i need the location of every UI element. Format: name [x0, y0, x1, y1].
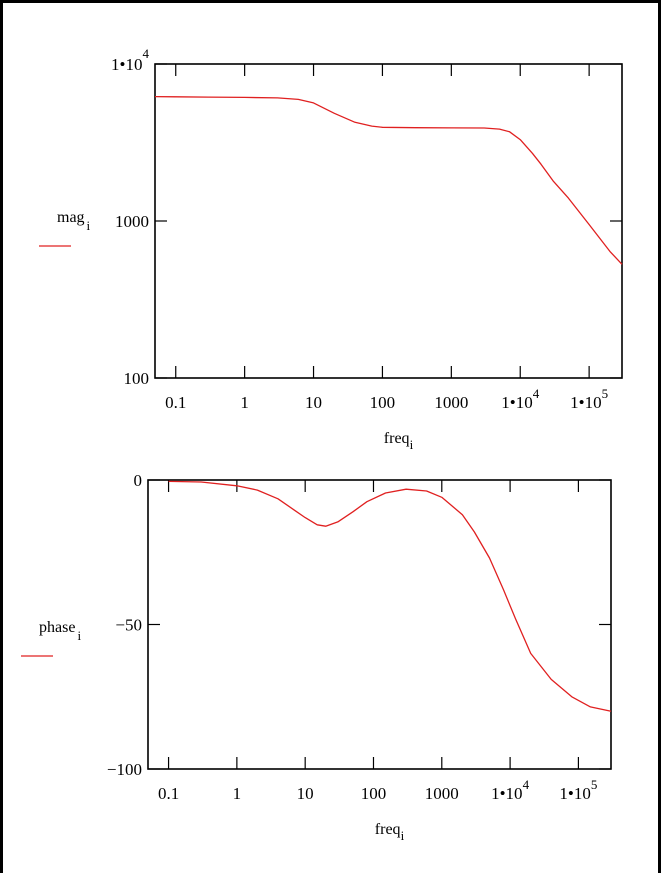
y-tick-label: 100: [124, 369, 150, 388]
x-tick-label: 10: [305, 393, 322, 412]
y-axis-label: phase i: [39, 619, 81, 643]
x-tick-label: 100: [370, 393, 396, 412]
chart-1: 0.1 1 10 100 1000 1•104 1•105 0 −50 −100 freqi phas…: [21, 471, 612, 843]
x-tick-label: 0.1: [165, 393, 186, 412]
x-tick-label: 100: [361, 784, 387, 803]
plot-frame: [154, 63, 623, 379]
y-tick-label: −100: [107, 760, 142, 779]
x-tick-label: 1•104: [491, 777, 529, 803]
x-tick-label: 1000: [425, 784, 459, 803]
chart-0: 0.1 1 10 100 1000 1•104 1•105 1•104 1000 100 freqi…: [39, 46, 623, 452]
y-tick-label: 1000: [115, 212, 149, 231]
plot-frame: [147, 479, 612, 770]
x-tick-label: 1: [233, 784, 242, 803]
x-tick-label: 10: [297, 784, 314, 803]
x-axis-label: freqi: [384, 430, 414, 452]
x-tick-label: 1•104: [501, 386, 539, 412]
x-tick-label: 1•105: [559, 777, 597, 803]
x-axis-label: freqi: [375, 821, 405, 843]
y-axis-label: mag i: [57, 209, 91, 233]
y-tick-label: 1•104: [111, 46, 149, 74]
x-tick-label: 1•105: [570, 386, 608, 412]
x-tick-label: 1000: [434, 393, 468, 412]
y-tick-label: −50: [115, 616, 142, 635]
y-tick-label: 0: [134, 471, 143, 490]
series-line: [168, 480, 612, 712]
series-line: [154, 95, 623, 265]
x-tick-label: 0.1: [158, 784, 179, 803]
x-tick-label: 1: [240, 393, 249, 412]
